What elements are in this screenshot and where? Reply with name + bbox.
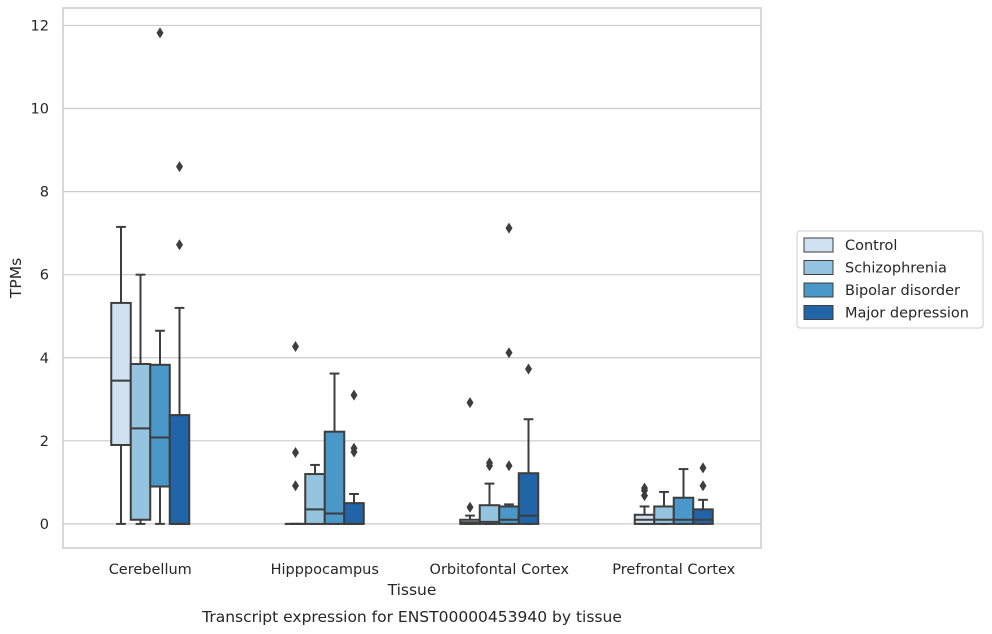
outlier-point <box>176 239 183 251</box>
y-tick-label: 4 <box>40 351 49 367</box>
box-rect <box>110 301 132 446</box>
legend: Control Schizophrenia Bipolar disorder Majo… <box>796 230 984 329</box>
outlier-point <box>292 446 299 458</box>
legend-swatch <box>803 260 834 275</box>
y-tick-labels: 0 2 4 6 8 10 12 <box>31 18 49 532</box>
y-tick-label: 8 <box>40 185 49 201</box>
boxes <box>110 27 714 525</box>
y-tick-label: 0 <box>40 517 49 533</box>
box-bipolar-disorder <box>672 468 695 525</box>
outlier-point <box>525 363 532 375</box>
outlier-point <box>699 462 707 474</box>
box-control <box>110 225 132 525</box>
box-major-depression <box>517 363 540 525</box>
box-schizophrenia <box>653 490 675 525</box>
outlier-point <box>641 482 648 494</box>
box-rect <box>323 430 346 525</box>
outlier-point <box>505 347 513 359</box>
outlier-point <box>486 457 493 469</box>
box-control <box>633 482 656 525</box>
box-control <box>284 341 307 525</box>
chart-caption: Transcript expression for ENST0000045394… <box>201 608 622 626</box>
x-tick-label: Orbitofontal Cortex <box>430 562 570 578</box>
legend-swatch <box>803 237 834 253</box>
y-tick-label: 10 <box>31 102 49 118</box>
legend-swatch <box>803 305 834 320</box>
outlier-point <box>699 480 707 492</box>
x-tick-label: Prefrontal Cortex <box>612 562 735 578</box>
box-schizophrenia <box>304 463 326 525</box>
box-rect <box>343 502 365 525</box>
legend-label: Bipolar disorder <box>845 283 960 299</box>
outlier-point <box>466 501 474 513</box>
outlier-point <box>350 442 358 454</box>
legend-label: Control <box>845 238 897 254</box>
outlier-point <box>505 460 513 472</box>
x-axis-title: Tissue <box>387 581 437 599</box>
outlier-point <box>505 222 513 234</box>
outlier-point <box>292 341 299 353</box>
x-tick-label: Hipppocampus <box>271 562 379 578</box>
box-schizophrenia <box>129 273 152 525</box>
legend-label: Major depression <box>845 306 969 322</box>
box-major-depression <box>692 462 714 525</box>
legend-frame <box>796 230 984 329</box>
box-bipolar-disorder <box>498 222 520 525</box>
box-bipolar-disorder <box>323 372 346 525</box>
outlier-point <box>350 389 358 401</box>
box-major-depression <box>168 161 191 525</box>
y-tick-label: 12 <box>31 18 49 34</box>
x-tick-labels: Cerebellum Hipppocampus Orbitofontal Corte… <box>109 562 736 578</box>
y-tick-label: 6 <box>40 268 49 284</box>
box-rect <box>517 472 540 525</box>
box-schizophrenia <box>478 457 501 525</box>
legend-swatch <box>803 282 834 298</box>
outlier-point <box>176 161 183 173</box>
box-rect <box>149 363 171 488</box>
plot-frame <box>62 7 762 549</box>
outlier-point <box>156 27 164 39</box>
box-rect <box>168 414 191 525</box>
box-major-depression <box>343 389 365 525</box>
y-axis-title: TPMs <box>7 258 25 299</box>
box-rect <box>692 508 714 525</box>
x-tick-label: Cerebellum <box>109 562 192 578</box>
legend-label: Schizophrenia <box>845 261 947 277</box>
box-bipolar-disorder <box>149 27 171 525</box>
box-rect <box>498 505 520 525</box>
box-rect <box>304 473 326 525</box>
box-control <box>459 397 481 525</box>
box-rect <box>653 505 675 525</box>
box-rect <box>129 362 152 521</box>
y-tick-label: 2 <box>40 434 49 450</box>
outlier-point <box>292 480 299 492</box>
outlier-point <box>466 397 474 409</box>
